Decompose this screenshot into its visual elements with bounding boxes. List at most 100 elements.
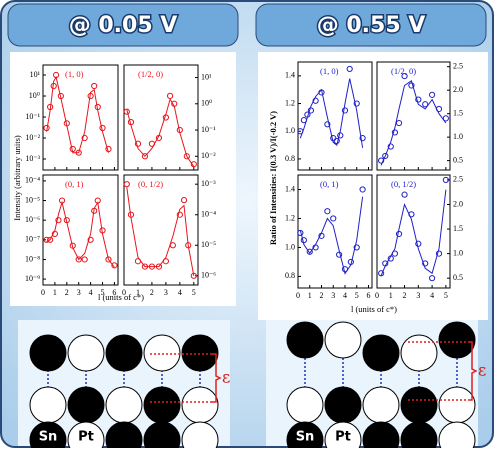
x-tick-label: 1 xyxy=(53,288,57,297)
y-tick-label: 0.5 xyxy=(453,273,463,282)
data-point xyxy=(123,181,130,188)
data-point xyxy=(415,240,422,247)
y-tick-label: 10⁻³ xyxy=(25,154,40,163)
strain-label: ε xyxy=(222,368,230,387)
y-tick-label: 10⁻⁴ xyxy=(25,176,40,185)
plot-frame xyxy=(376,174,451,289)
lattice-diagram: ε Sn Pt xyxy=(266,320,486,453)
data-point xyxy=(141,153,149,160)
x-axis-label: l (units of c*) xyxy=(351,304,397,314)
data-point xyxy=(190,161,197,168)
panel-annotation: (0, 1) xyxy=(320,179,339,189)
y-tick-label: 10⁻² xyxy=(25,133,40,142)
y-tick-label: 0.5 xyxy=(453,155,463,164)
data-point xyxy=(91,82,98,90)
x-tick-label: 4 xyxy=(430,291,434,300)
y-tick-label: 10⁰ xyxy=(201,99,212,108)
data-point xyxy=(75,256,82,263)
data-point xyxy=(395,230,403,238)
data-point xyxy=(87,236,94,243)
plot-frame xyxy=(376,61,451,171)
data-point xyxy=(306,248,313,255)
x-tick-label: 0 xyxy=(375,291,379,300)
data-point xyxy=(183,153,190,160)
header-box xyxy=(255,3,487,47)
y-tick-label: 10⁻⁵ xyxy=(201,240,216,249)
y-tick-label: 1.0 xyxy=(453,132,463,141)
y-tick-label: 1.5 xyxy=(453,224,463,233)
y-tick-label: 2.0 xyxy=(453,85,463,94)
panel-annotation: (1/2, 0) xyxy=(391,66,416,76)
fit-line xyxy=(126,187,195,276)
fit-line xyxy=(299,78,364,148)
fit-line xyxy=(46,200,115,268)
data-point xyxy=(134,140,142,147)
data-point xyxy=(422,260,429,267)
x-tick-label: 0 xyxy=(41,288,45,297)
x-tick-label: 3 xyxy=(77,288,81,297)
data-point xyxy=(442,115,449,122)
data-point xyxy=(422,101,429,108)
fit-line xyxy=(380,189,447,276)
data-point xyxy=(55,217,62,224)
data-point xyxy=(180,197,188,204)
data-point xyxy=(435,250,443,257)
data-point xyxy=(382,152,389,160)
header: @ 0.05 V xyxy=(69,13,178,38)
y-tick-label: 2.5 xyxy=(453,175,463,184)
y-tick-label: 10⁻³ xyxy=(201,179,216,188)
y-tick-label: 10¹ xyxy=(201,72,212,81)
data-point xyxy=(428,275,436,282)
y-tick-label: 10⁻⁹ xyxy=(25,274,40,283)
x-tick-label: 4 xyxy=(178,288,182,297)
data-point xyxy=(408,82,415,89)
data-point xyxy=(123,108,130,115)
y-tick-label: 10⁻⁷ xyxy=(25,235,40,244)
data-point xyxy=(428,91,436,98)
x-tick-label: 3 xyxy=(331,291,335,300)
y-tick-label: 2.5 xyxy=(453,62,463,71)
y-tick-label: 10⁻⁶ xyxy=(25,215,40,224)
x-tick-label: 5 xyxy=(192,288,196,297)
y-tick-label: 10⁻² xyxy=(201,151,216,160)
lattice-diagram: ε Sn Pt xyxy=(18,320,230,453)
y-axis-label: Intensity (arbitrary units) xyxy=(12,135,22,221)
y-tick-label: 10⁰ xyxy=(29,91,40,100)
data-point xyxy=(324,121,331,128)
data-point xyxy=(391,129,399,136)
data-point xyxy=(81,134,88,142)
panel-annotation: (0, 1) xyxy=(65,179,84,189)
data-point xyxy=(415,96,422,103)
x-tick-label: 2 xyxy=(403,291,407,300)
x-tick-label: 1 xyxy=(389,291,393,300)
y-tick-label: 1.2 xyxy=(285,213,295,222)
fit-line xyxy=(299,196,364,275)
y-tick-label: 1.4 xyxy=(285,184,295,193)
y-tick-label: 10⁻⁴ xyxy=(201,210,216,219)
x-tick-label: 5 xyxy=(101,288,105,297)
x-tick-label: 4 xyxy=(343,291,347,300)
y-tick-label: 1.5 xyxy=(453,108,463,117)
y-tick-label: 1.0 xyxy=(285,126,295,135)
x-tick-label: 2 xyxy=(319,291,323,300)
x-axis-label: l (units of c*) xyxy=(98,292,144,302)
data-point xyxy=(395,119,403,127)
data-point xyxy=(81,256,88,263)
header: @ 0.55 V xyxy=(317,13,426,38)
y-tick-label: 1.2 xyxy=(285,98,295,107)
data-point xyxy=(401,72,408,80)
x-tick-label: 2 xyxy=(150,288,154,297)
x-tick-label: 0 xyxy=(296,291,300,300)
data-point xyxy=(47,236,54,243)
y-tick-label: 10¹ xyxy=(30,70,41,79)
y-tick-label: 1.4 xyxy=(285,71,295,80)
data-point xyxy=(324,208,331,215)
y-tick-label: 10⁻¹ xyxy=(201,125,216,134)
y-axis-label: Ratio of Intensities: I(0.3 V)/I(-0.2 V) xyxy=(268,111,278,245)
plot-frame xyxy=(123,64,199,171)
x-tick-label: 0 xyxy=(122,288,126,297)
x-tick-label: 1 xyxy=(136,288,140,297)
x-tick-label: 3 xyxy=(416,291,420,300)
fit-line xyxy=(380,80,447,166)
